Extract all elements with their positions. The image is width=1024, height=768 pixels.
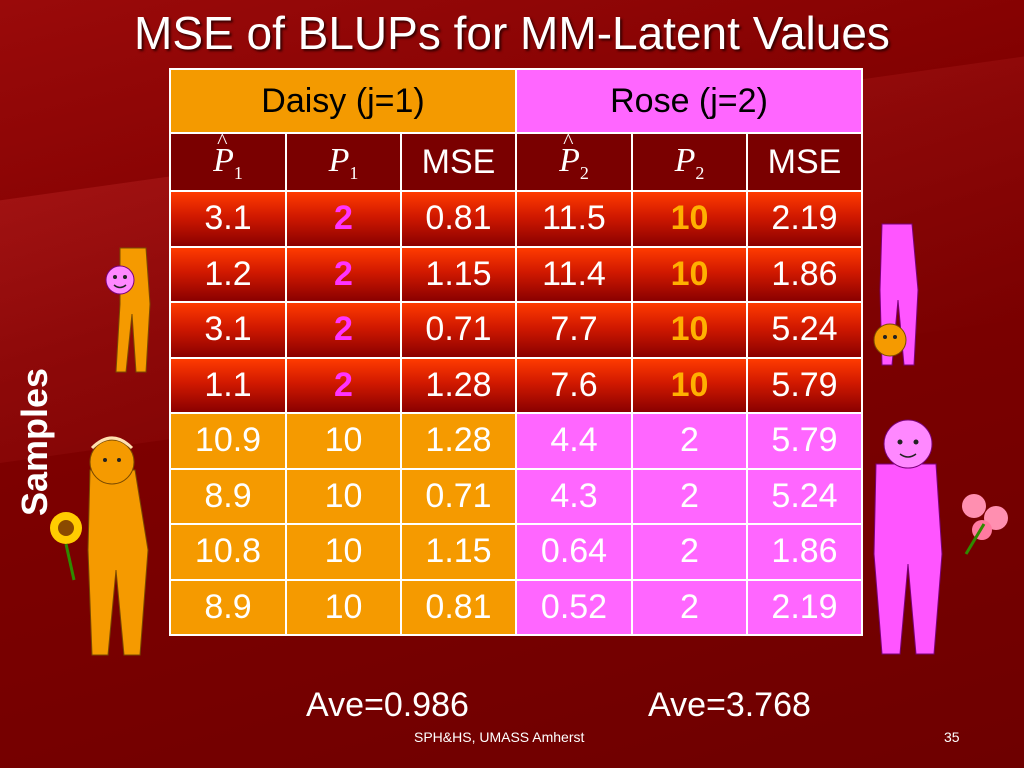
cell-p1-hat: 3.1 — [169, 190, 287, 248]
small-pink-figure — [873, 223, 919, 366]
cell-p1: 10 — [285, 523, 402, 581]
table-row: 10.9 10 1.28 4.4 2 5.79 — [169, 412, 863, 470]
mse-table: Daisy (j=1) Rose (j=2) ^ P1 P1 MSE ^ P2 P2… — [169, 68, 863, 636]
symbol-mse-2: MSE — [746, 132, 863, 192]
table-row: 8.9 10 0.81 0.52 2 2.19 — [169, 578, 863, 636]
cell-mse-2: 5.24 — [746, 301, 863, 359]
roses-icon — [962, 494, 1008, 555]
cell-mse-1: 0.71 — [400, 467, 517, 525]
symbol-row: ^ P1 P1 MSE ^ P2 P2 MSE — [169, 128, 863, 192]
cell-p2: 10 — [631, 245, 748, 303]
cell-mse-2: 2.19 — [746, 190, 863, 248]
symbol-p1: P1 — [285, 132, 402, 192]
cell-p2: 2 — [631, 467, 748, 525]
daisy-header: Daisy (j=1) — [169, 68, 517, 134]
footer-text: SPH&HS, UMASS Amherst — [414, 729, 585, 745]
large-orange-figure — [50, 436, 149, 656]
cell-p1-hat: 8.9 — [169, 578, 287, 636]
table-row: 3.1 2 0.81 11.5 10 2.19 — [169, 190, 863, 248]
large-pink-figure — [873, 419, 1008, 655]
cell-p2: 2 — [631, 412, 748, 470]
cell-p1: 10 — [285, 467, 402, 525]
cell-mse-2: 1.86 — [746, 245, 863, 303]
cell-p2: 2 — [631, 523, 748, 581]
cell-p2: 10 — [631, 356, 748, 414]
cell-mse-2: 5.79 — [746, 412, 863, 470]
table-row: 1.2 2 1.15 11.4 10 1.86 — [169, 245, 863, 303]
cell-p2: 10 — [631, 301, 748, 359]
cell-p1: 2 — [285, 245, 402, 303]
cell-mse-1: 1.15 — [400, 245, 517, 303]
cell-p1-hat: 1.1 — [169, 356, 287, 414]
cell-p1: 2 — [285, 301, 402, 359]
cell-p2-hat: 4.3 — [515, 467, 633, 525]
cell-p1-hat: 10.9 — [169, 412, 287, 470]
symbol-mse-1: MSE — [400, 132, 517, 192]
cell-mse-1: 1.28 — [400, 412, 517, 470]
rose-average: Ave=3.768 — [648, 686, 811, 724]
cell-mse-2: 5.24 — [746, 467, 863, 525]
cell-p1-hat: 1.2 — [169, 245, 287, 303]
cell-mse-2: 2.19 — [746, 578, 863, 636]
table-row: 1.1 2 1.28 7.6 10 5.79 — [169, 356, 863, 414]
cell-p2-hat: 0.52 — [515, 578, 633, 636]
cell-p2-hat: 4.4 — [515, 412, 633, 470]
daisy-average: Ave=0.986 — [306, 686, 469, 724]
cell-mse-1: 1.28 — [400, 356, 517, 414]
cell-mse-1: 1.15 — [400, 523, 517, 581]
cell-p2-hat: 11.4 — [515, 245, 633, 303]
sunflower-icon — [50, 512, 82, 581]
symbol-p2: P2 — [631, 132, 748, 192]
cell-p2: 10 — [631, 190, 748, 248]
cell-mse-2: 5.79 — [746, 356, 863, 414]
symbol-p2-hat: ^ P2 — [515, 128, 633, 192]
cell-mse-2: 1.86 — [746, 523, 863, 581]
cell-p2-hat: 0.64 — [515, 523, 633, 581]
table-row: 10.8 10 1.15 0.64 2 1.86 — [169, 523, 863, 581]
group-header-row: Daisy (j=1) Rose (j=2) — [169, 68, 863, 134]
small-orange-figure — [105, 247, 151, 373]
cell-p1: 10 — [285, 412, 402, 470]
table-row: 3.1 2 0.71 7.7 10 5.24 — [169, 301, 863, 359]
cell-p2: 2 — [631, 578, 748, 636]
cell-p2-hat: 11.5 — [515, 190, 633, 248]
cell-p1: 2 — [285, 356, 402, 414]
cell-mse-1: 0.81 — [400, 578, 517, 636]
cell-p2-hat: 7.6 — [515, 356, 633, 414]
rose-header: Rose (j=2) — [515, 68, 863, 134]
cell-mse-1: 0.71 — [400, 301, 517, 359]
table-body: 3.1 2 0.81 11.5 10 2.19 1.2 2 1.15 11.4 10 1.86 3.1 2… — [169, 190, 863, 636]
slide-title: MSE of BLUPs for MM-Latent Values — [134, 7, 890, 59]
cell-mse-1: 0.81 — [400, 190, 517, 248]
page-number: 35 — [944, 729, 960, 745]
cell-p2-hat: 7.7 — [515, 301, 633, 359]
symbol-p1-hat: ^ P1 — [169, 128, 287, 192]
cell-p1: 2 — [285, 190, 402, 248]
cell-p1-hat: 3.1 — [169, 301, 287, 359]
cell-p1: 10 — [285, 578, 402, 636]
cell-p1-hat: 10.8 — [169, 523, 287, 581]
table-row: 8.9 10 0.71 4.3 2 5.24 — [169, 467, 863, 525]
cell-p1-hat: 8.9 — [169, 467, 287, 525]
